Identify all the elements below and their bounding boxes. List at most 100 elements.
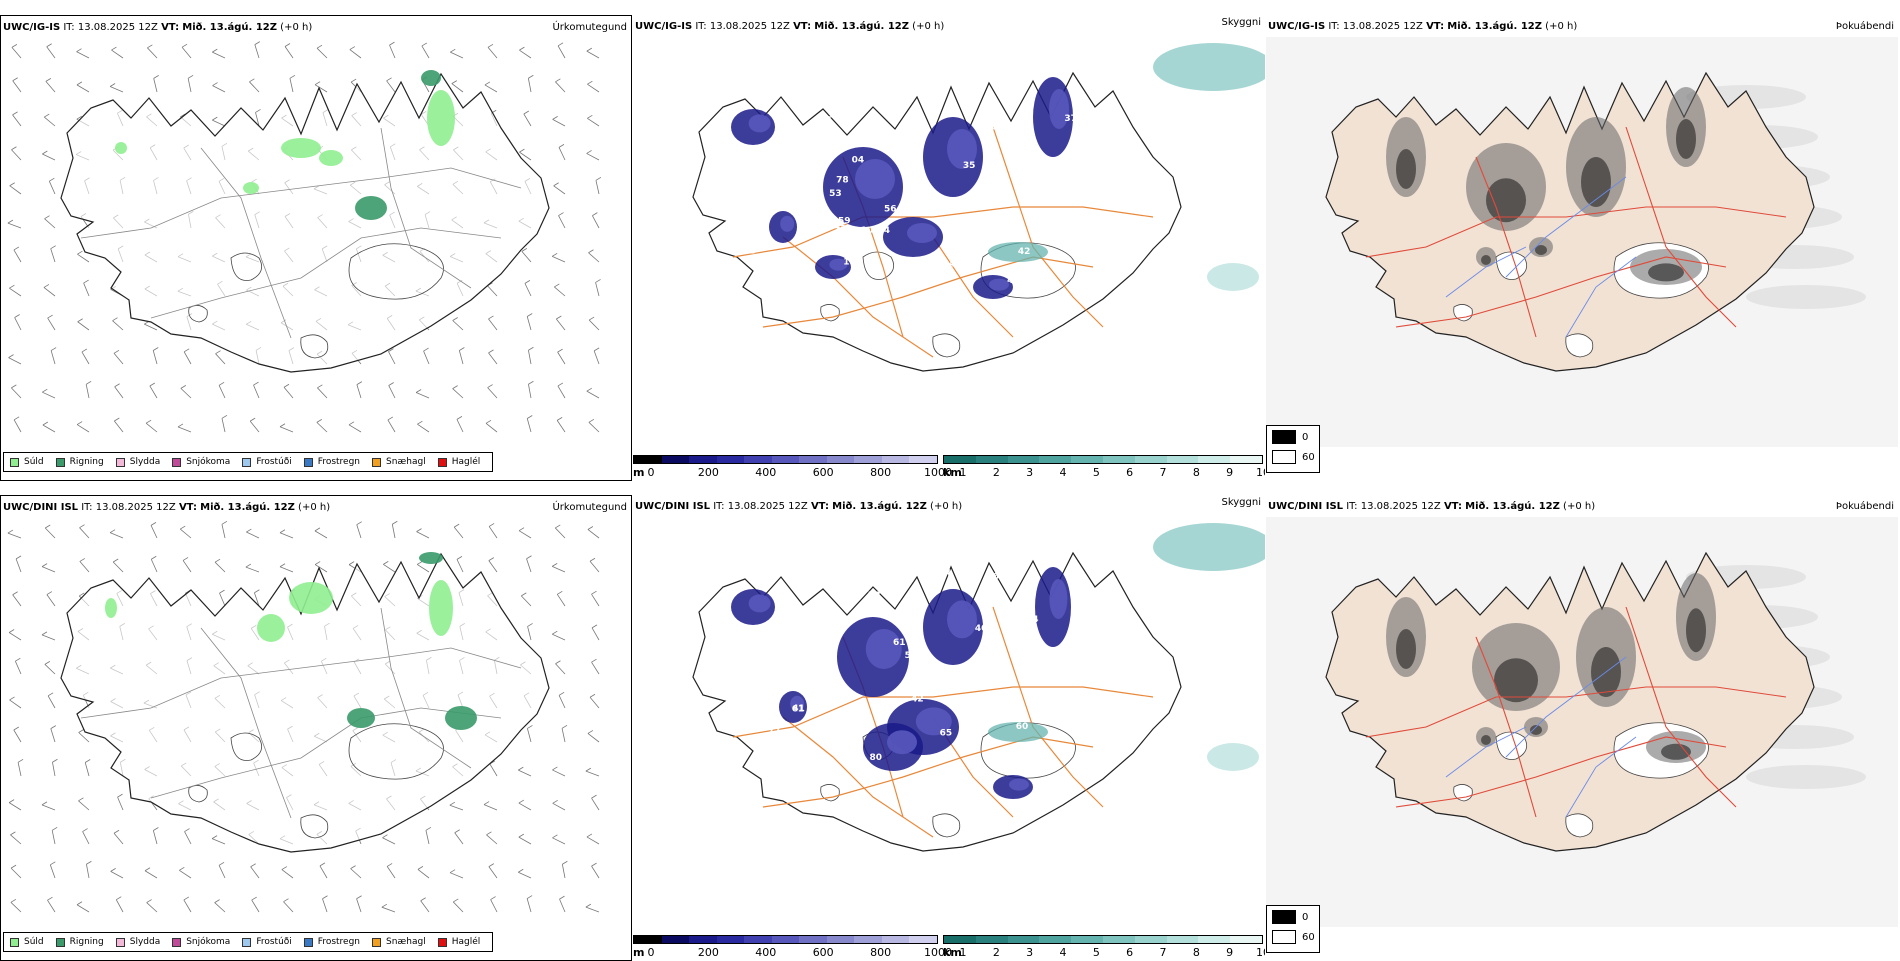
panel-title: Þokuábendi — [1835, 21, 1894, 32]
visibility-label: 35 — [1072, 149, 1085, 159]
legend-item: Frostúði — [242, 937, 292, 947]
precip-type-legend: Súld Rigning Slydda Snjókoma Frostúði Frostre… — [3, 452, 494, 472]
colorbar-tick: 3 — [1026, 946, 1034, 959]
visibility-label: 53 — [756, 674, 769, 684]
visibility-map: 77 46 48 73 42 74 49 41 44 40 59 45 35 51 80 44 60 66 61 74… — [692, 523, 1265, 852]
visibility-label: 46 — [1007, 276, 1020, 286]
colorbar-tick: 400 — [755, 466, 777, 479]
legend-label: Súld — [24, 457, 44, 467]
legend-label: Frostregn — [317, 937, 361, 947]
legend-label: Snjókoma — [186, 457, 231, 467]
precip-type-map — [7, 520, 600, 913]
visibility-label: 66 — [726, 653, 739, 663]
visibility-colorbar: km12345678910 — [943, 933, 1265, 961]
visibility-label: 68 — [750, 244, 763, 254]
visibility-label: 41 — [792, 704, 805, 714]
legend-swatch — [172, 457, 182, 467]
visibility-label: 48 — [911, 183, 924, 193]
legend-item: Frostregn — [303, 937, 361, 947]
visibility-label: 107 — [861, 226, 880, 236]
panel-title: Úrkomutegund — [552, 22, 627, 33]
legend-label: Slydda — [129, 937, 161, 947]
visibility-colorbar: km12345678910 — [943, 453, 1265, 481]
visibility-label: 19 — [843, 257, 856, 267]
visibility-label: 48 — [907, 608, 920, 618]
colorbar-tick: 9 — [1226, 946, 1234, 959]
fog-legend-item: 0 — [1272, 430, 1308, 444]
visibility-label: 73 — [868, 591, 881, 601]
visibility-label: 44 — [939, 569, 952, 579]
fog-legend-item: 60 — [1272, 450, 1315, 464]
visibility-label: 43 — [989, 168, 1002, 178]
visibility-label: 48 — [949, 259, 962, 269]
legend-label: Snæhagl — [386, 457, 426, 467]
legend-item: Frostúði — [242, 457, 292, 467]
colorbar-tick: 600 — [812, 946, 834, 959]
colorbar-strip — [633, 935, 938, 944]
visibility-label: 42 — [911, 695, 924, 705]
visibility-label: 73 — [1000, 605, 1013, 615]
legend-item: Rigning — [55, 937, 104, 947]
legend-item: Rigning — [55, 457, 104, 467]
visibility-label: 42 — [798, 161, 811, 171]
visibility-label: 65 — [940, 729, 953, 739]
colorbar-unit: km — [943, 466, 962, 479]
fog-legend-swatch — [1272, 930, 1296, 944]
fog-legend-swatch — [1272, 430, 1296, 444]
colorbar-tick: 4 — [1059, 466, 1067, 479]
colorbar-tick: 1000 — [924, 466, 952, 479]
colorbar-tick: 7 — [1159, 466, 1167, 479]
colorbar-unit: m — [633, 946, 645, 959]
visibility-label: 45 — [834, 223, 847, 233]
visibility-label: 35 — [963, 161, 976, 171]
panel-header: UWC/DINI ISL IT: 13.08.2025 12Z VT: Mið.… — [635, 501, 963, 512]
legend-item: Snæhagl — [372, 457, 426, 467]
legend-item: Súld — [10, 937, 44, 947]
fog-legend-swatch — [1272, 450, 1296, 464]
visibility-label: 13 — [815, 224, 828, 234]
fog-map — [1266, 37, 1898, 447]
visibility-panel-row2: UWC/DINI ISL IT: 13.08.2025 12Z VT: Mið.… — [633, 495, 1265, 961]
panel-title: Skyggni — [1221, 497, 1261, 508]
visibility-label: 33 — [744, 246, 757, 256]
visibility-label: 60 — [1016, 722, 1029, 732]
legend-swatch — [303, 457, 313, 467]
fog-legend: 0 60 — [1266, 905, 1320, 953]
legend-swatch — [437, 937, 447, 947]
colorbar-tick: 8 — [1192, 946, 1200, 959]
fog-legend: 0 60 — [1266, 425, 1320, 473]
visibility-label: 59 — [838, 217, 851, 227]
visibility-label: 118 — [960, 678, 979, 688]
visibility-label: 41 — [1002, 194, 1015, 204]
ceiling-colorbar: m 0 200 400 600 800 1000 — [633, 933, 952, 961]
visibility-label: 91 — [1043, 232, 1056, 242]
legend-label: Frostregn — [317, 457, 361, 467]
visibility-label: 37 — [1064, 114, 1077, 124]
legend-label: Snæhagl — [386, 937, 426, 947]
legend-label: Haglél — [451, 457, 481, 467]
colorbar-tick: 0 — [647, 466, 655, 479]
visibility-panel-row1: UWC/IG-IS IT: 13.08.2025 12Z VT: Mið. 13… — [633, 15, 1265, 481]
colorbar-tick: 200 — [697, 946, 719, 959]
legend-swatch — [303, 937, 313, 947]
colorbar-tick: 0 — [647, 946, 655, 959]
visibility-label: 04 — [852, 156, 865, 166]
visibility-label: 42 — [1018, 247, 1031, 257]
visibility-label: 76 — [1025, 276, 1038, 286]
colorbar-tick: 8 — [1192, 466, 1200, 479]
colorbar-strip — [943, 455, 1263, 464]
legend-swatch — [242, 457, 252, 467]
colorbar-tick: 2 — [992, 946, 1000, 959]
visibility-label: 18 — [763, 255, 776, 265]
legend-label: Súld — [24, 937, 44, 947]
legend-label: Slydda — [129, 457, 161, 467]
legend-label: Haglél — [451, 937, 481, 947]
visibility-label: 74 — [844, 746, 857, 756]
legend-item: Haglél — [437, 937, 481, 947]
visibility-label: 55 — [738, 85, 751, 95]
precip-type-panel-row1: UWC/IG-IS IT: 13.08.2025 12Z VT: Mið. 13… — [0, 15, 632, 481]
visibility-label: 49 — [778, 85, 791, 95]
fog-map — [1266, 517, 1898, 927]
visibility-label: 61 — [1020, 167, 1033, 177]
